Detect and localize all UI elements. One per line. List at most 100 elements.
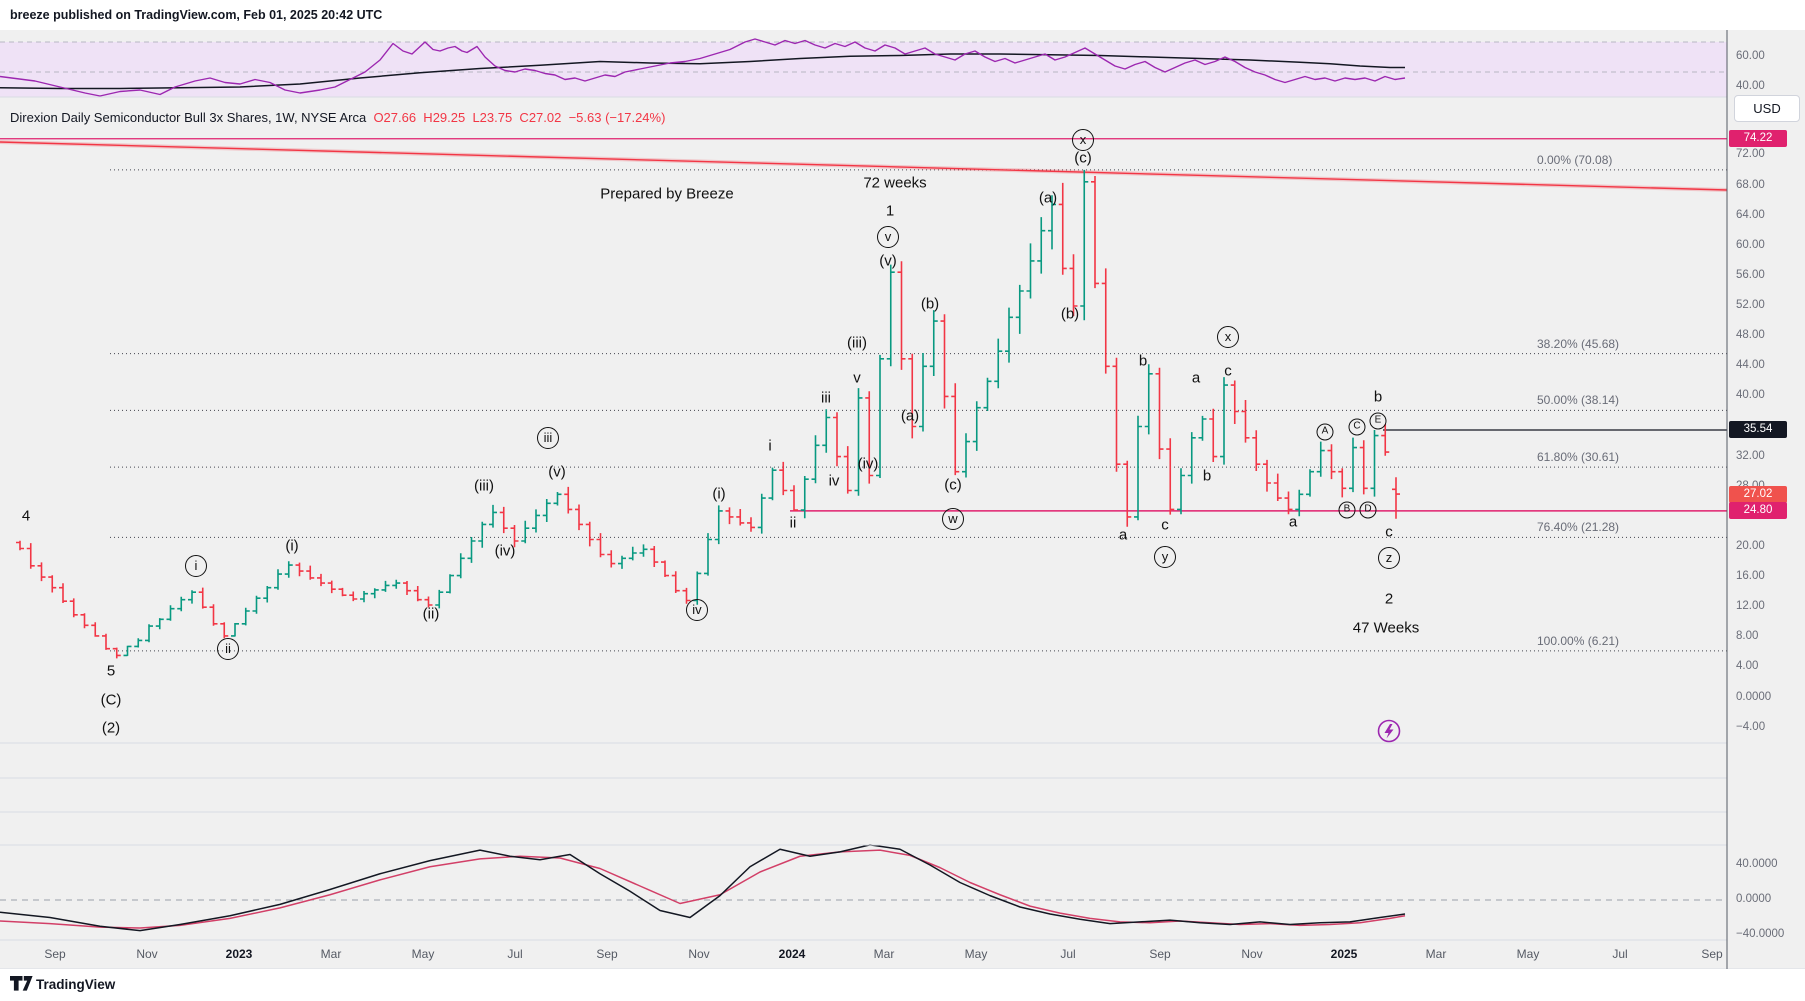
- ohlc-bar: [1177, 468, 1185, 515]
- ohlc-bar: [693, 571, 702, 605]
- ohlc-bar: [209, 604, 218, 626]
- publish-header: breeze published on TradingView.com, Feb…: [0, 0, 1805, 30]
- ohlc-bar: [757, 493, 766, 534]
- oscillator-main-line: [0, 844, 1406, 932]
- ohlc-bar: [897, 261, 906, 370]
- ohlc-bar: [661, 560, 669, 577]
- ohlc-bar: [1015, 284, 1024, 334]
- ohlc-bar: [435, 589, 444, 609]
- ohlc-bar: [833, 412, 841, 467]
- ohlc-bar: [1230, 380, 1239, 424]
- ohlc-bar: [553, 492, 562, 506]
- symbol-legend[interactable]: Direxion Daily Semiconductor Bull 3x Sha…: [10, 110, 665, 125]
- ohlc-bar: [886, 264, 895, 367]
- ohlc-bar: [1134, 415, 1142, 521]
- ohlc-bar: [306, 565, 315, 580]
- ohlc-bar: [1187, 432, 1196, 484]
- ohlc-bar: [166, 605, 175, 621]
- ohlc-bar: [112, 647, 121, 659]
- rsi-line: [0, 38, 1406, 97]
- ohlc-bar: [446, 574, 454, 594]
- ohlc-bar: [564, 486, 573, 514]
- ohlc-bar: [596, 533, 605, 558]
- rsi-ma-line: [0, 53, 1405, 90]
- ohlc-bar: [327, 580, 336, 594]
- ohlc-bar: [865, 391, 874, 484]
- ohlc-bar: [295, 562, 304, 577]
- ohlc-bar: [145, 624, 153, 643]
- ohlc-bar: [747, 517, 755, 532]
- ohlc-bar: [1306, 469, 1314, 497]
- ohlc-bar: [1316, 441, 1325, 477]
- ohlc-bar: [155, 618, 164, 630]
- ohlc-bar: [1080, 169, 1089, 321]
- ohlc-bar: [585, 521, 594, 547]
- ohlc-bar: [1112, 357, 1121, 472]
- ohlc-bar: [26, 543, 35, 569]
- ohlc-bar: [843, 446, 852, 494]
- ohlc-bar: [1359, 440, 1368, 495]
- currency-toggle-label: USD: [1753, 101, 1781, 116]
- ohlc-bar: [102, 633, 110, 650]
- ohlc-bar: [177, 596, 186, 612]
- ohlc-bar: [241, 607, 250, 626]
- ohlc-bar: [284, 561, 293, 578]
- footer-bar: TradingView: [0, 969, 1805, 1001]
- ohlc-bar: [274, 569, 282, 590]
- ohlc-bar: [1058, 182, 1067, 275]
- ohlc-bar: [1037, 217, 1046, 274]
- ohlc-bar: [919, 353, 927, 432]
- ohlc-bar: [790, 485, 798, 511]
- currency-toggle-button[interactable]: USD: [1734, 95, 1800, 122]
- ohlc-bar: [1209, 408, 1218, 462]
- ohlc-bar: [994, 338, 1003, 389]
- ohlc-bar: [220, 622, 229, 639]
- ohlc-bar: [134, 638, 143, 648]
- ohlc-bar: [811, 435, 820, 484]
- ohlc-bar: [983, 377, 992, 411]
- ohlc-bar: [1005, 307, 1013, 363]
- price-bars[interactable]: [16, 169, 1400, 659]
- ohlc-bar: [1144, 364, 1153, 435]
- ohlc-bar: [714, 505, 723, 545]
- ohlc-bar: [1349, 437, 1357, 493]
- ohlc-bar: [1295, 489, 1304, 517]
- ohlc-bar: [736, 509, 745, 526]
- ohlc-bar: [1273, 473, 1282, 501]
- ohlc-bar: [424, 596, 433, 608]
- ohlc-bar: [704, 533, 712, 576]
- ohlc-bar: [628, 546, 637, 561]
- ohlc-bar: [908, 353, 917, 439]
- ohlc-bar: [48, 575, 57, 593]
- ohlc-bar: [403, 581, 411, 595]
- ohlc-bar: [16, 540, 24, 551]
- ohlc-bar: [1381, 424, 1390, 456]
- ohlc-bar: [392, 579, 401, 589]
- symbol-title: Direxion Daily Semiconductor Bull 3x Sha…: [10, 110, 367, 125]
- ohlc-bar: [800, 476, 809, 519]
- ohlc-bar: [1123, 460, 1132, 527]
- ohlc-bar: [69, 598, 78, 618]
- tradingview-brand-text[interactable]: TradingView: [36, 977, 116, 992]
- ohlc-bar: [252, 595, 261, 614]
- ohlc-bar: [188, 590, 196, 604]
- rsi-band-fill: [0, 42, 1727, 97]
- ohlc-bar: [80, 613, 89, 629]
- tradingview-logo-icon[interactable]: [10, 976, 33, 992]
- ohlc-bar: [91, 622, 100, 637]
- ohlc-bar: [1284, 491, 1293, 515]
- oscillator-signal-line: [0, 849, 1406, 929]
- ohlc-bar: [607, 550, 616, 568]
- ohlc-bar: [1048, 195, 1056, 250]
- ohlc-bar: [499, 506, 508, 534]
- ohlc-bar: [1392, 477, 1400, 519]
- ohlc-bar: [478, 521, 487, 548]
- ohlc-bar: [1241, 400, 1250, 443]
- ohlc-bar: [779, 461, 788, 496]
- ohlc-bar: [575, 504, 583, 531]
- ohlc-bar: [510, 525, 519, 548]
- ohlc-bar: [317, 573, 325, 587]
- ohlc-bar: [1220, 377, 1228, 465]
- ohlc-bar: [1327, 444, 1336, 480]
